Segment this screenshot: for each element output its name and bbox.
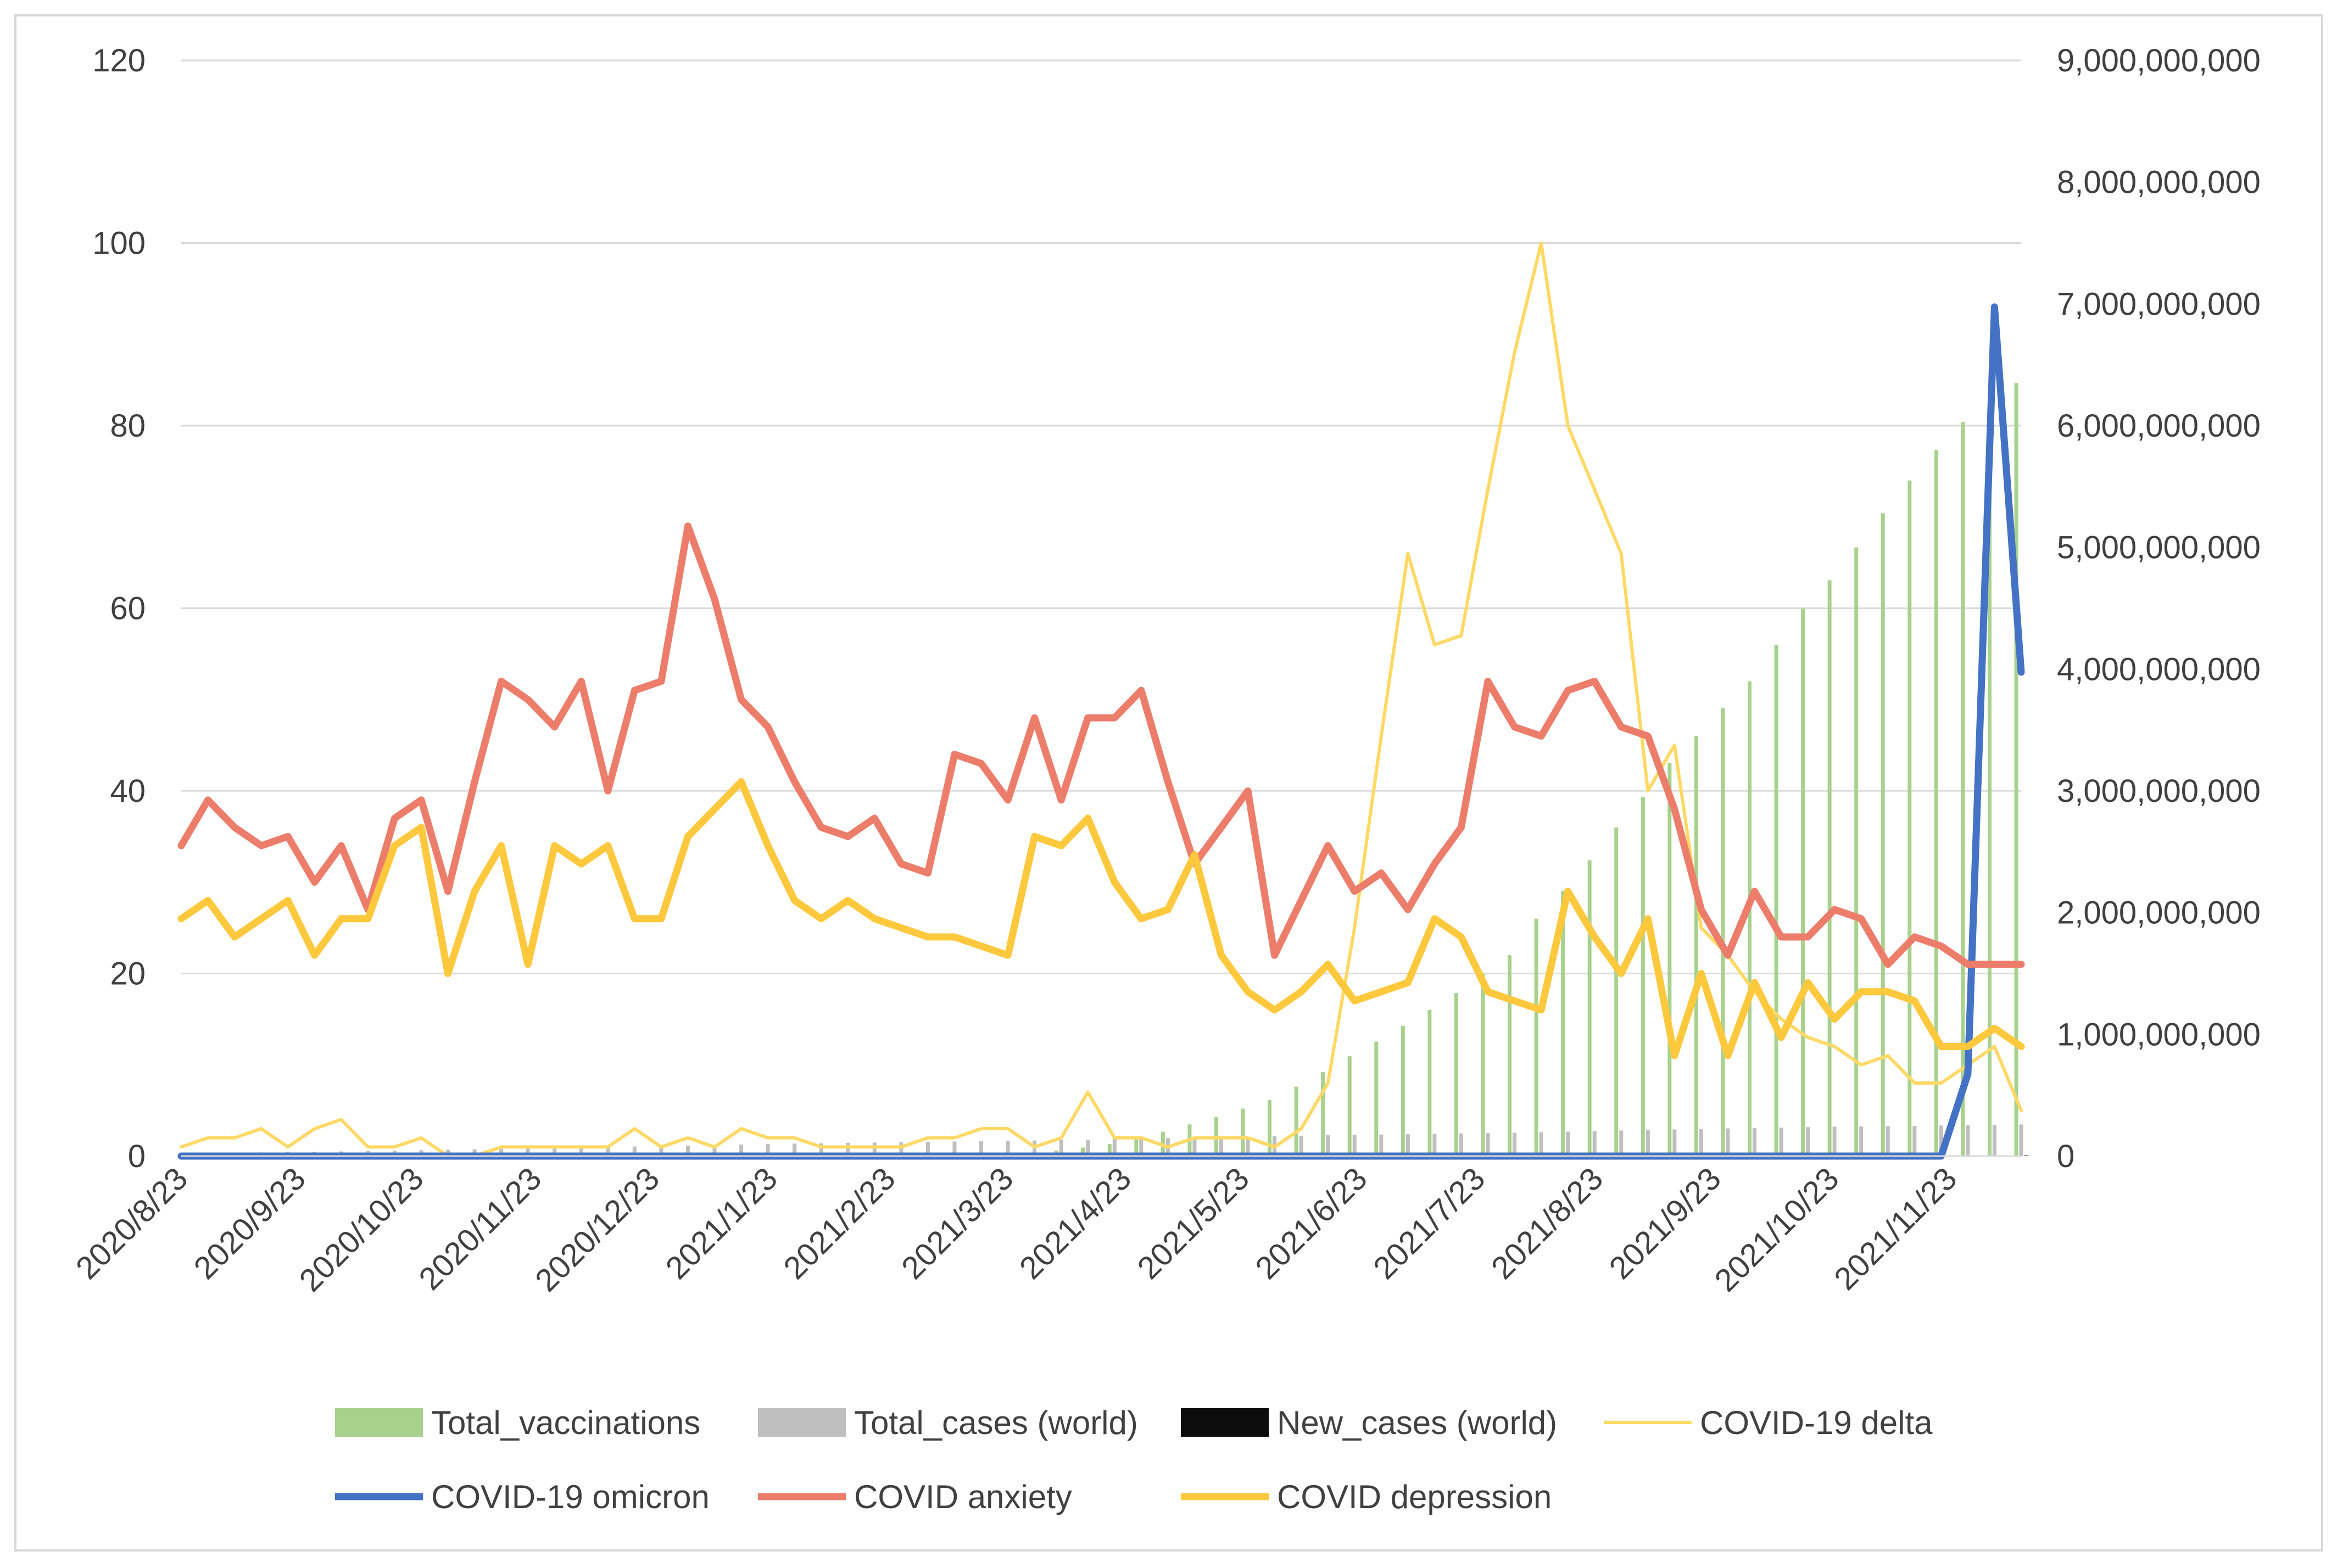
bar-total-vaccinations (1481, 974, 1485, 1157)
right-axis-tick-label: 8,000,000,000 (2057, 165, 2261, 200)
bar-total-vaccinations (1588, 860, 1592, 1156)
bar-total-vaccinations (1321, 1072, 1325, 1156)
bar-total-vaccinations (1748, 682, 1752, 1157)
left-axis-tick-label: 80 (110, 408, 146, 444)
left-axis-tick-label: 40 (110, 773, 146, 809)
bar-total-cases-world- (1806, 1127, 1810, 1156)
bar-total-cases-world- (1966, 1125, 1970, 1156)
left-axis-tick-label: 120 (92, 43, 146, 79)
bar-total-cases-world- (2020, 1124, 2023, 1156)
right-axis-tick-label: 3,000,000,000 (2057, 773, 2261, 809)
bar-total-vaccinations (1295, 1087, 1298, 1156)
right-axis-tick-label: 4,000,000,000 (2057, 651, 2261, 687)
right-axis-tick-label: 6,000,000,000 (2057, 408, 2261, 444)
bar-total-vaccinations (1614, 828, 1618, 1157)
legend-swatch (1181, 1408, 1269, 1437)
bar-total-vaccinations (1508, 955, 1511, 1156)
bar-total-vaccinations (1641, 797, 1645, 1156)
bar-total-cases-world- (1672, 1129, 1676, 1156)
bar-total-cases-world- (1780, 1128, 1783, 1156)
bar-total-cases-world- (1886, 1126, 1890, 1156)
legend-swatch (758, 1408, 846, 1437)
bar-total-cases-world- (1993, 1125, 1996, 1156)
bar-total-vaccinations (1801, 609, 1805, 1157)
bar-total-vaccinations (1721, 708, 1725, 1156)
bar-total-cases-world- (1912, 1126, 1916, 1156)
legend-label: COVID-19 delta (1700, 1404, 1933, 1441)
bar-total-vaccinations (1268, 1100, 1271, 1156)
bar-total-vaccinations (1374, 1042, 1378, 1156)
legend-label: Total_vaccinations (431, 1404, 700, 1441)
bar-total-cases-world- (1753, 1128, 1756, 1156)
bar-total-cases-world- (1699, 1129, 1703, 1156)
legend-label: COVID-19 omicron (431, 1478, 710, 1515)
legend-swatch (335, 1408, 423, 1437)
bar-total-cases-world- (1593, 1131, 1597, 1156)
bar-total-vaccinations (1934, 450, 1938, 1156)
left-axis-tick-label: 60 (110, 591, 146, 627)
left-axis-tick-label: 20 (110, 956, 146, 992)
legend-label: Total_cases (world) (854, 1404, 1138, 1441)
bar-total-vaccinations (1535, 919, 1538, 1156)
right-axis-tick-label: 0 (2057, 1139, 2074, 1174)
right-axis-tick-label: 9,000,000,000 (2057, 43, 2261, 79)
bar-total-cases-world- (1619, 1130, 1623, 1156)
bar-total-vaccinations (1427, 1010, 1431, 1156)
bar-total-cases-world- (1540, 1132, 1543, 1156)
bar-total-vaccinations (1881, 514, 1885, 1156)
legend-label: New_cases (world) (1277, 1404, 1557, 1441)
bar-total-vaccinations (1401, 1026, 1405, 1156)
right-axis-tick-label: 5,000,000,000 (2057, 530, 2261, 566)
bar-total-vaccinations (1348, 1056, 1352, 1156)
bar-total-vaccinations (1454, 993, 1458, 1156)
bar-total-vaccinations (1694, 736, 1698, 1156)
bar-total-cases-world- (1566, 1131, 1570, 1156)
bar-total-vaccinations (1775, 645, 1778, 1156)
right-axis-tick-label: 7,000,000,000 (2057, 286, 2261, 322)
bar-total-cases-world- (1833, 1127, 1837, 1156)
bar-total-vaccinations (1907, 481, 1911, 1156)
bar-total-cases-world- (1646, 1130, 1650, 1156)
bar-total-cases-world- (1859, 1126, 1863, 1156)
left-axis-tick-label: 100 (92, 226, 146, 261)
bar-total-cases-world- (1726, 1129, 1730, 1156)
bar-total-vaccinations (1241, 1109, 1245, 1156)
left-axis-tick-label: 0 (128, 1139, 146, 1174)
bar-total-vaccinations (1667, 763, 1671, 1156)
legend-label: COVID depression (1277, 1478, 1552, 1515)
bar-total-vaccinations (1828, 581, 1832, 1156)
legend-label: COVID anxiety (854, 1478, 1072, 1515)
right-axis-tick-label: 1,000,000,000 (2057, 1017, 2261, 1052)
bar-total-vaccinations (1854, 548, 1858, 1156)
right-axis-tick-label: 2,000,000,000 (2057, 895, 2261, 931)
